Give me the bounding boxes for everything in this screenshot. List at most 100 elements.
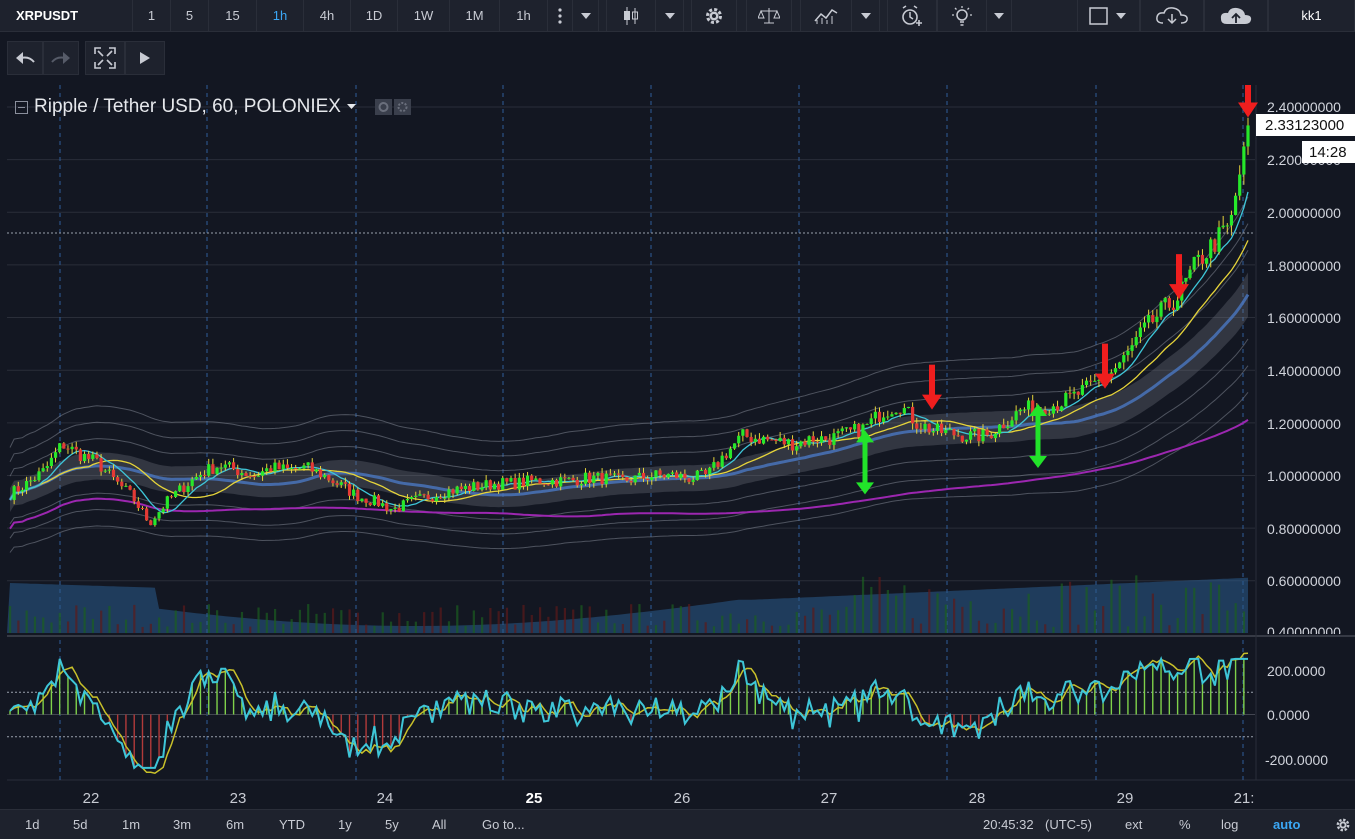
bollinger-band-line xyxy=(9,391,1249,553)
range-1d[interactable]: 1d xyxy=(25,817,40,832)
candle-body xyxy=(915,423,919,429)
candle-body xyxy=(575,479,579,486)
volume-bar xyxy=(580,605,583,633)
candle-body xyxy=(467,485,472,491)
interval-1h[interactable]: 1h xyxy=(257,0,304,31)
interval-5[interactable]: 5 xyxy=(171,0,209,31)
settings-gear-icon[interactable] xyxy=(691,0,737,31)
fullscreen-icon[interactable] xyxy=(85,41,125,75)
log-scale-toggle[interactable]: log xyxy=(1221,817,1239,832)
ideas-chevron-icon[interactable] xyxy=(987,0,1012,31)
candles-chart-type-icon[interactable] xyxy=(606,0,656,31)
interval-1w[interactable]: 1W xyxy=(398,0,450,31)
interval-4h[interactable]: 4h xyxy=(304,0,351,31)
candle-body xyxy=(1238,174,1242,196)
candle-body xyxy=(20,490,25,492)
layout-name[interactable]: kk1 xyxy=(1268,0,1355,31)
collapse-legend-icon[interactable] xyxy=(15,100,28,114)
candle-body xyxy=(625,476,629,481)
chart-type-chevron-icon[interactable] xyxy=(656,0,684,31)
candle-body xyxy=(790,439,795,451)
candle-body xyxy=(857,423,861,438)
ideas-lightbulb-icon[interactable] xyxy=(937,0,987,31)
interval-1[interactable]: 1 xyxy=(133,0,171,31)
interval-15[interactable]: 15 xyxy=(209,0,257,31)
volume-bar xyxy=(737,623,740,633)
layout-select-icon[interactable] xyxy=(1077,0,1140,31)
volume-bar xyxy=(464,625,467,633)
volume-bar xyxy=(423,612,426,633)
range-6m[interactable]: 6m xyxy=(226,817,245,832)
candle-body xyxy=(646,478,650,481)
price-chart[interactable] xyxy=(7,85,1355,809)
candle-body xyxy=(401,500,405,512)
candle-body xyxy=(99,457,103,472)
range-1y[interactable]: 1y xyxy=(338,817,352,832)
chart-properties-gear-icon[interactable] xyxy=(1335,810,1351,839)
volume-bar xyxy=(646,625,649,633)
candle-body xyxy=(1151,315,1155,323)
load-layout-cloud-icon[interactable] xyxy=(1140,0,1204,31)
candle-body xyxy=(281,464,285,470)
candle-body xyxy=(1176,300,1180,311)
range-5y[interactable]: 5y xyxy=(385,817,399,832)
candle-body xyxy=(956,435,960,437)
timezone-button[interactable]: (UTC-5) xyxy=(1045,817,1092,832)
candle-body xyxy=(190,479,194,487)
interval-1d[interactable]: 1D xyxy=(351,0,398,31)
updown-arrow-marker xyxy=(1029,456,1047,468)
candle-body xyxy=(107,469,111,471)
indicators-chevron-icon[interactable] xyxy=(852,0,880,31)
volume-bar xyxy=(257,607,260,633)
range-5d[interactable]: 5d xyxy=(73,817,88,832)
percent-scale-toggle[interactable]: % xyxy=(1179,817,1191,832)
candle-body xyxy=(414,495,418,497)
candle-body xyxy=(815,441,819,443)
price-tick: 1.00000000 xyxy=(1267,468,1341,484)
extended-hours-toggle[interactable]: ext xyxy=(1125,817,1143,832)
candle-body xyxy=(211,464,215,474)
undo-icon[interactable] xyxy=(7,41,43,75)
candle-body xyxy=(554,479,559,487)
replay-play-icon[interactable] xyxy=(125,41,165,75)
bollinger-band-line xyxy=(9,249,1249,477)
candle-body xyxy=(1055,406,1060,411)
volume-bar xyxy=(1226,610,1229,633)
compare-scales-icon[interactable] xyxy=(746,0,792,31)
save-layout-cloud-icon[interactable] xyxy=(1204,0,1268,31)
candle-body xyxy=(923,423,927,430)
candle-body xyxy=(501,478,505,490)
volume-bar xyxy=(621,623,624,633)
candle-body xyxy=(745,429,749,437)
candle-body xyxy=(517,477,521,490)
range-ytd[interactable]: YTD xyxy=(279,817,305,832)
candle-body xyxy=(687,478,691,482)
series-menu-chevron-icon[interactable] xyxy=(346,104,357,110)
more-intervals-icon[interactable] xyxy=(548,0,573,31)
volume-bar xyxy=(961,606,964,633)
volume-bar xyxy=(58,612,61,633)
date-tick: 23 xyxy=(229,790,247,807)
candle-body xyxy=(1047,413,1051,415)
symbol-search[interactable]: XRPUSDT xyxy=(0,0,133,31)
indicators-icon[interactable] xyxy=(800,0,852,31)
redo-icon[interactable] xyxy=(43,41,79,75)
candle-body xyxy=(62,443,66,449)
candle-body xyxy=(1080,385,1084,395)
interval-custom[interactable]: 1h xyxy=(500,0,548,31)
series-settings-icon[interactable] xyxy=(374,98,413,116)
goto-date-button[interactable]: Go to... xyxy=(482,817,525,832)
range-1m[interactable]: 1m xyxy=(122,817,141,832)
interval-1m[interactable]: 1M xyxy=(450,0,500,31)
volume-bar xyxy=(50,622,53,633)
add-alert-icon[interactable] xyxy=(887,0,937,31)
volume-bar xyxy=(861,576,865,633)
candle-body xyxy=(310,462,314,472)
interval-dropdown-chevron-icon[interactable] xyxy=(573,0,599,31)
range-all[interactable]: All xyxy=(432,817,447,832)
volume-bar xyxy=(481,617,484,633)
candle-body xyxy=(385,503,389,511)
auto-scale-toggle[interactable]: auto xyxy=(1273,817,1301,832)
candle-body xyxy=(29,480,33,482)
range-3m[interactable]: 3m xyxy=(173,817,192,832)
